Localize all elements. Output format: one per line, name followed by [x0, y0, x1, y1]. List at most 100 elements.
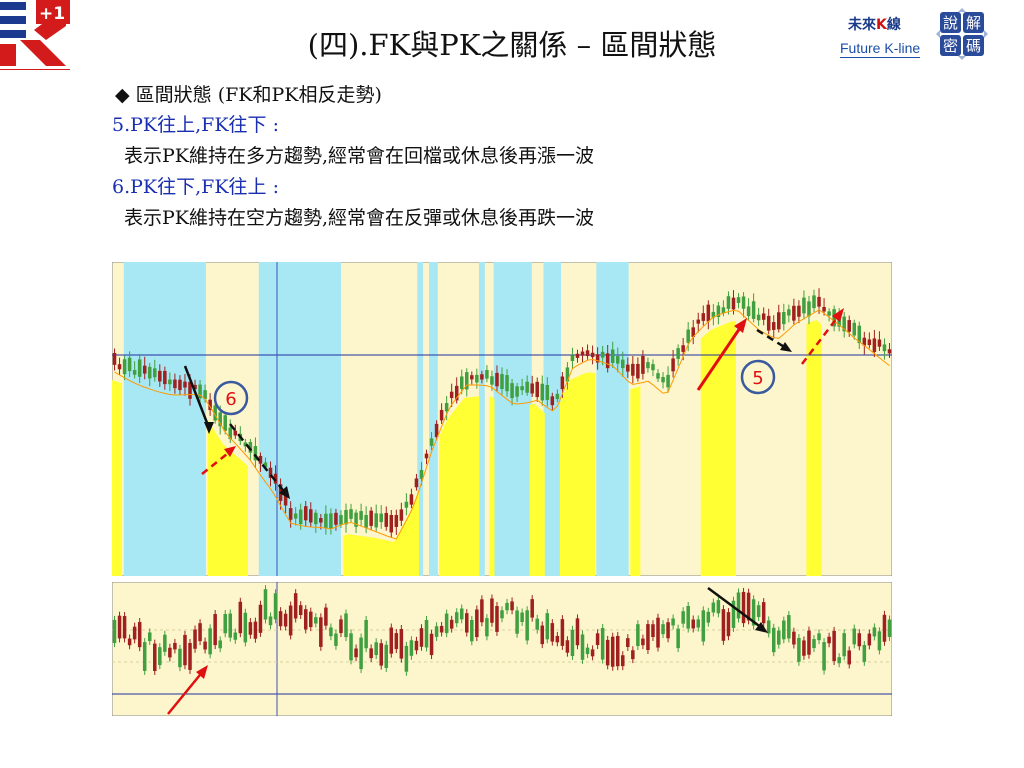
- sub-candle-body: [495, 606, 499, 632]
- sub-candle-body: [419, 628, 424, 647]
- cyan-zone-band: [543, 262, 562, 576]
- sub-candle-body: [585, 647, 590, 655]
- sub-candle-body: [560, 619, 565, 646]
- sub-candle-body: [444, 613, 449, 634]
- sub-candle-body: [465, 613, 469, 633]
- candle-body: [394, 515, 399, 527]
- brand-en-name: Future K-line: [840, 40, 921, 58]
- candle-body: [147, 366, 152, 379]
- candle-body: [490, 376, 494, 385]
- candle-body: [766, 315, 771, 331]
- logo-plus-one-k: +1: [0, 0, 70, 70]
- candle-body: [273, 473, 278, 484]
- sub-candle-body: [183, 634, 187, 666]
- red-dashed-arrow-6: [201, 449, 233, 475]
- sub-candle-body: [505, 602, 509, 611]
- candle-body: [193, 384, 197, 390]
- candle-body: [641, 355, 645, 374]
- logo-badge-text: +1: [39, 4, 65, 24]
- yellow-zone-fill: [529, 404, 545, 576]
- candle-body: [293, 513, 298, 519]
- label-6-circle: [213, 380, 249, 416]
- candle-body: [671, 358, 675, 372]
- candle-body: [676, 348, 680, 359]
- page-title: (四).FK與PK之關係 – 區間狀態: [307, 28, 717, 62]
- candle-body: [615, 356, 620, 364]
- sub-candle-body: [208, 628, 212, 655]
- candle-body: [631, 363, 635, 376]
- candle-body: [117, 364, 122, 370]
- sub-candle-body: [470, 619, 474, 642]
- candle-body: [404, 501, 409, 508]
- sub-candle-body: [711, 602, 716, 613]
- candle-body: [862, 337, 867, 346]
- candle-body: [646, 362, 650, 369]
- sub-candle-body: [303, 609, 308, 630]
- candle-body: [751, 301, 756, 319]
- sub-candle-body: [792, 631, 796, 645]
- candle-body: [112, 352, 117, 365]
- sub-candle-body: [480, 599, 484, 623]
- candle-body: [414, 478, 419, 488]
- candle-body: [686, 329, 690, 343]
- sub-candle-body: [550, 623, 555, 642]
- candle-body: [610, 349, 615, 363]
- candle-body: [540, 383, 545, 401]
- sub-candle-body: [369, 648, 373, 659]
- sub-candle-body: [691, 619, 695, 629]
- sub-candle-body: [701, 610, 706, 642]
- sub-candle-body: [168, 647, 172, 658]
- candle-body: [530, 383, 534, 394]
- candle-body: [726, 296, 731, 309]
- candle-body: [827, 311, 831, 316]
- candle-body: [208, 399, 212, 411]
- sub-candle-body: [515, 610, 519, 634]
- sub-candle-body: [233, 632, 238, 640]
- candle-body: [721, 307, 726, 314]
- candle-body: [555, 393, 560, 400]
- sub-candle-body: [721, 609, 726, 641]
- sub-candle-body: [147, 632, 152, 642]
- sub-candle-body: [434, 626, 439, 637]
- sub-candle-body: [610, 636, 615, 667]
- candle-body: [792, 305, 796, 321]
- candle-body: [475, 374, 479, 383]
- sub-candle-body: [344, 613, 348, 638]
- sub-candle-body: [263, 589, 268, 620]
- candle-body: [505, 375, 509, 392]
- sub-candle-body: [626, 638, 630, 647]
- candle-body: [298, 509, 303, 525]
- cyan-zone-band: [478, 262, 485, 576]
- candle-body: [626, 364, 630, 372]
- candle-body: [681, 345, 685, 352]
- candle-body: [399, 509, 404, 521]
- candle-body: [701, 313, 706, 321]
- sub-candle-body: [756, 605, 761, 618]
- sub-candle-body: [399, 628, 404, 659]
- sub-candle-body: [580, 634, 585, 660]
- sub-candle-body: [449, 619, 454, 629]
- sub-candle-body: [273, 593, 278, 620]
- candle-body: [198, 384, 202, 399]
- svg-text:說: 說: [943, 14, 958, 32]
- sub-candle-body: [827, 636, 831, 644]
- sub-candle-body: [223, 614, 227, 634]
- sub-candle-body: [807, 630, 811, 655]
- sub-candle-body: [661, 624, 665, 635]
- sub-candle-body: [731, 600, 736, 628]
- candle-body: [867, 339, 872, 346]
- sub-candle-body: [782, 620, 786, 640]
- candle-body: [691, 327, 695, 337]
- sub-indicator-chart: [112, 582, 892, 716]
- brand-cn-name: 未來K線: [848, 17, 901, 33]
- candle-body: [268, 467, 273, 478]
- candle-body: [817, 296, 821, 307]
- sub-candle-body: [218, 640, 222, 649]
- candle-body: [158, 370, 162, 382]
- sub-candle-body: [862, 645, 867, 662]
- sub-candle-body: [374, 642, 378, 656]
- sub-candle-body: [787, 615, 791, 639]
- sub-candle-body: [605, 639, 610, 666]
- sub-candle-body: [117, 615, 122, 639]
- sub-candle-body: [334, 633, 338, 646]
